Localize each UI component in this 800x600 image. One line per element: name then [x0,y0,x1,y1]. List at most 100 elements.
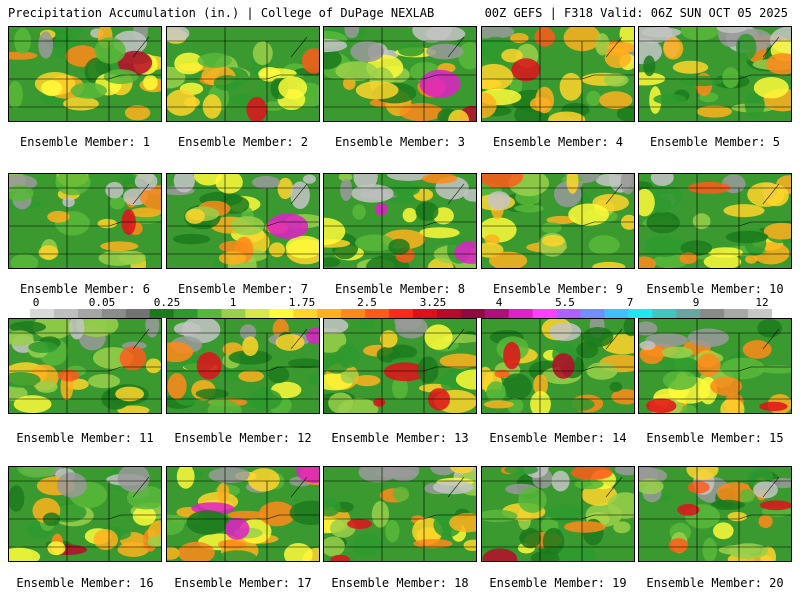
precip-blob [277,177,294,200]
precip-blob [609,381,623,392]
precip-blob [639,188,655,217]
colorbar-swatch [245,309,270,318]
precip-blob [88,374,121,389]
precip-blob [454,241,476,264]
precip-blob [653,253,688,268]
precip-blob [324,536,345,557]
precip-blob [117,405,150,413]
precip-blob [419,227,460,239]
member-panel-12 [166,318,320,414]
chart-title: Precipitation Accumulation (in.) | Colle… [8,6,435,20]
precip-map [167,467,319,561]
precip-blob [242,336,259,356]
precip-blob [47,210,70,223]
precip-blob [302,174,316,184]
precip-map [167,27,319,121]
precip-blob [359,319,376,329]
precip-blob [759,500,791,511]
colorbar-swatch [532,309,558,318]
precip-blob [736,33,757,61]
precip-blob [167,514,185,535]
precip-blob [284,543,313,561]
colorbar-swatch [580,309,605,318]
precip-blob [720,398,745,413]
member-caption-4: Ensemble Member: 4 [492,135,624,149]
member-caption-9: Ensemble Member: 9 [492,282,624,296]
colorbar-swatch [460,309,486,318]
precip-blob [604,48,632,69]
precip-blob [424,324,453,350]
precip-map [482,467,634,561]
precip-blob [324,257,341,268]
precip-blob [542,527,565,555]
colorbar-swatch [365,309,390,318]
precip-blob [639,256,656,268]
precip-blob [652,196,672,213]
colorbar-swatch [436,309,462,318]
precip-blob [147,536,161,548]
precip-blob [680,240,713,256]
precip-blob [568,203,609,226]
precip-blob [324,38,348,53]
member-caption-10: Ensemble Member: 10 [646,282,784,296]
precip-blob [739,489,756,503]
precip-blob [269,242,285,258]
state-borders [639,174,791,268]
precip-blob [185,208,205,224]
precip-blob [501,48,523,63]
precip-map [167,174,319,268]
precip-blob [613,521,631,534]
precip-blob [69,319,85,340]
precip-blob [753,481,778,499]
state-borders [324,27,476,121]
precip-blob [611,389,634,405]
precip-blob [566,174,579,194]
colorbar-swatch [484,309,510,318]
precip-blob [549,322,582,341]
member-panel-3 [323,26,477,122]
precip-blob [623,319,634,337]
precip-blob [218,251,247,265]
colorbar-swatch [652,309,677,318]
member-panel-1 [8,26,162,122]
precip-blob [238,370,264,382]
precip-blob [742,340,772,359]
precip-blob [386,174,430,181]
state-borders [167,174,319,268]
precip-blob [41,80,63,97]
colorbar-swatch [412,309,438,318]
precip-blob [47,541,66,556]
model-run-info: 00Z GEFS | F318 Valid: 06Z SUN OCT 05 20… [484,6,788,20]
precip-blob [134,174,158,191]
precip-blob [93,529,119,550]
precip-blob [753,77,789,99]
precip-blob [650,174,674,186]
precip-blob [463,539,476,551]
precip-blob [202,94,222,119]
precip-blob [677,503,700,516]
precip-blob [35,380,58,393]
precip-blob [258,501,296,527]
precip-blob [716,27,747,34]
precip-blob [225,517,250,540]
colorbar-swatch [700,309,725,318]
precip-blob [9,485,25,512]
precip-blob [140,185,161,211]
precip-blob [533,374,548,396]
precip-blob [766,53,791,75]
precip-blob [176,467,195,489]
precip-blob [117,542,149,557]
precip-blob [566,398,595,411]
precip-blob [458,41,476,70]
colorbar-tick-label: 0.25 [153,296,181,309]
member-panel-17 [166,466,320,562]
precip-blob [606,42,634,53]
precip-blob [646,211,680,234]
precip-blob [338,174,353,182]
precip-blob [252,41,273,66]
precip-blob [679,75,724,87]
precip-blob [94,37,126,64]
member-panel-11 [8,318,162,414]
colorbar-swatch [341,309,366,318]
precip-blob [576,341,599,359]
